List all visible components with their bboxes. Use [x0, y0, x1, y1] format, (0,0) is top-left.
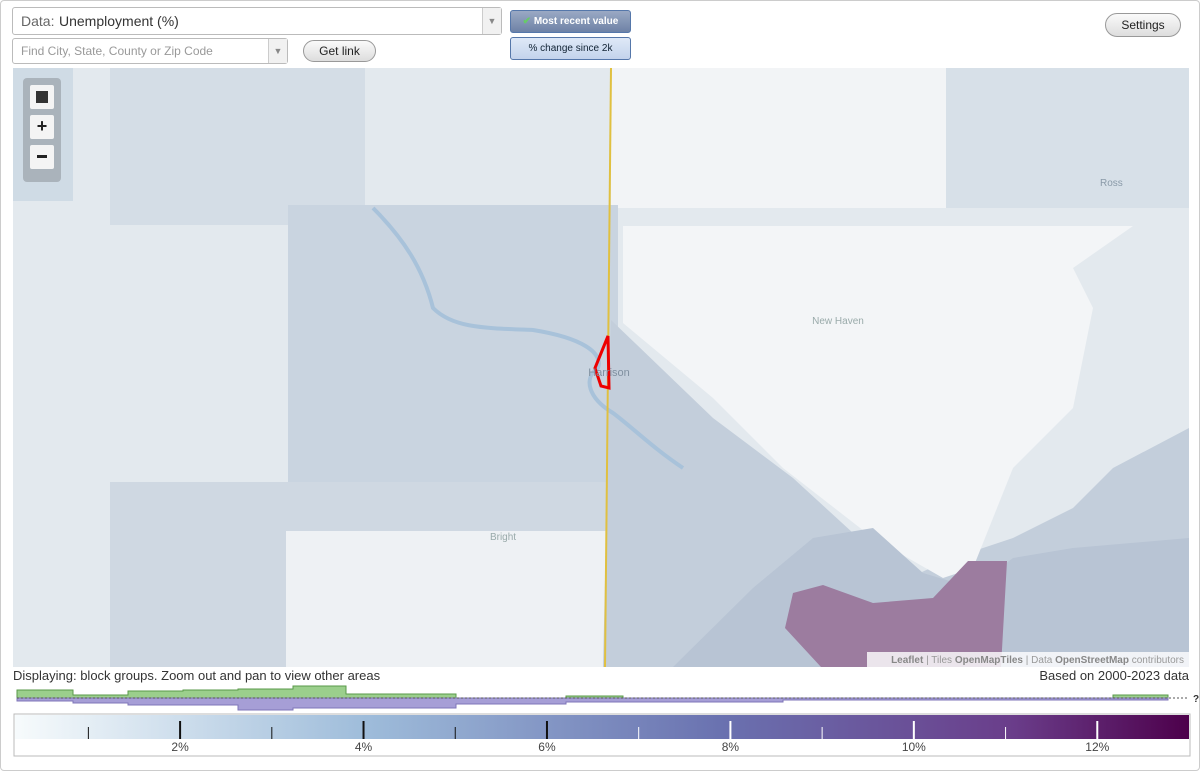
place-label: New Haven: [812, 316, 864, 327]
get-link-button[interactable]: Get link: [303, 40, 376, 62]
legend-tick-label: 12%: [1085, 740, 1109, 754]
zoom-in-button[interactable]: [30, 115, 54, 139]
legend-tick-label: 4%: [355, 740, 373, 754]
place-label: Bright: [490, 532, 516, 543]
percent-change-tab[interactable]: % change since 2k: [510, 37, 631, 60]
attribution-link[interactable]: OpenMapTiles: [955, 655, 1024, 666]
selected-area: [593, 335, 611, 390]
most-recent-label: Most recent value: [533, 16, 619, 27]
legend-tick-label: 2%: [171, 740, 189, 754]
zoom-in-icon: +: [37, 116, 48, 136]
legend: 2% 4% 6% 8% 10% 12%: [13, 713, 1191, 757]
map: Ross New Haven Harrison Bright + Leaflet…: [13, 68, 1189, 667]
search-box[interactable]: Find City, State, County or Zip Code ▼: [12, 38, 288, 64]
histogram-purple: [16, 697, 1169, 711]
displaying-text: Displaying: block groups. Zoom out and p…: [13, 668, 381, 683]
place-label: Harrison: [588, 367, 630, 379]
attribution-link[interactable]: Leaflet: [891, 655, 924, 666]
check-icon: ✔: [522, 16, 534, 27]
river: [371, 206, 685, 470]
help-icon[interactable]: ?: [1193, 694, 1199, 705]
based-on-text: Based on 2000-2023 data: [1039, 668, 1189, 683]
legend-gradient: [15, 715, 1189, 739]
fullscreen-icon: [36, 91, 48, 103]
region: [110, 68, 365, 225]
histogram-green: [16, 685, 1169, 699]
most-recent-tab[interactable]: ✔ Most recent value: [510, 10, 631, 33]
dropdown-caret: ▼: [482, 8, 501, 34]
data-value: Unemployment (%): [59, 13, 179, 29]
region: [611, 68, 946, 208]
attribution-text: Tiles: [931, 655, 952, 666]
legend-tick-label: 8%: [722, 740, 740, 754]
dropdown-caret: ▼: [268, 39, 287, 63]
settings-button[interactable]: Settings: [1105, 13, 1181, 37]
attribution-text: Data: [1031, 655, 1053, 666]
legend-tick-label: 6%: [538, 740, 556, 754]
attribution-bg: [867, 652, 1189, 667]
legend-tick-label: 10%: [902, 740, 926, 754]
histogram: ?: [16, 685, 1199, 711]
attribution-link[interactable]: OpenStreetMap: [1055, 655, 1129, 666]
zoom-out-icon: [37, 155, 47, 158]
place-label: Ross: [1100, 178, 1123, 189]
region: [623, 226, 1133, 578]
search-placeholder: Find City, State, County or Zip Code: [21, 44, 213, 58]
attribution-text: contributors: [1132, 655, 1184, 666]
data-label: Data:: [21, 13, 55, 29]
highlight-region: [785, 561, 1007, 667]
region: [286, 531, 606, 667]
region: [946, 68, 1189, 208]
attribution: Leaflet | Tiles OpenMapTiles | Data Open…: [891, 655, 1184, 666]
data-select[interactable]: Data: Unemployment (%) ▼: [12, 7, 502, 35]
